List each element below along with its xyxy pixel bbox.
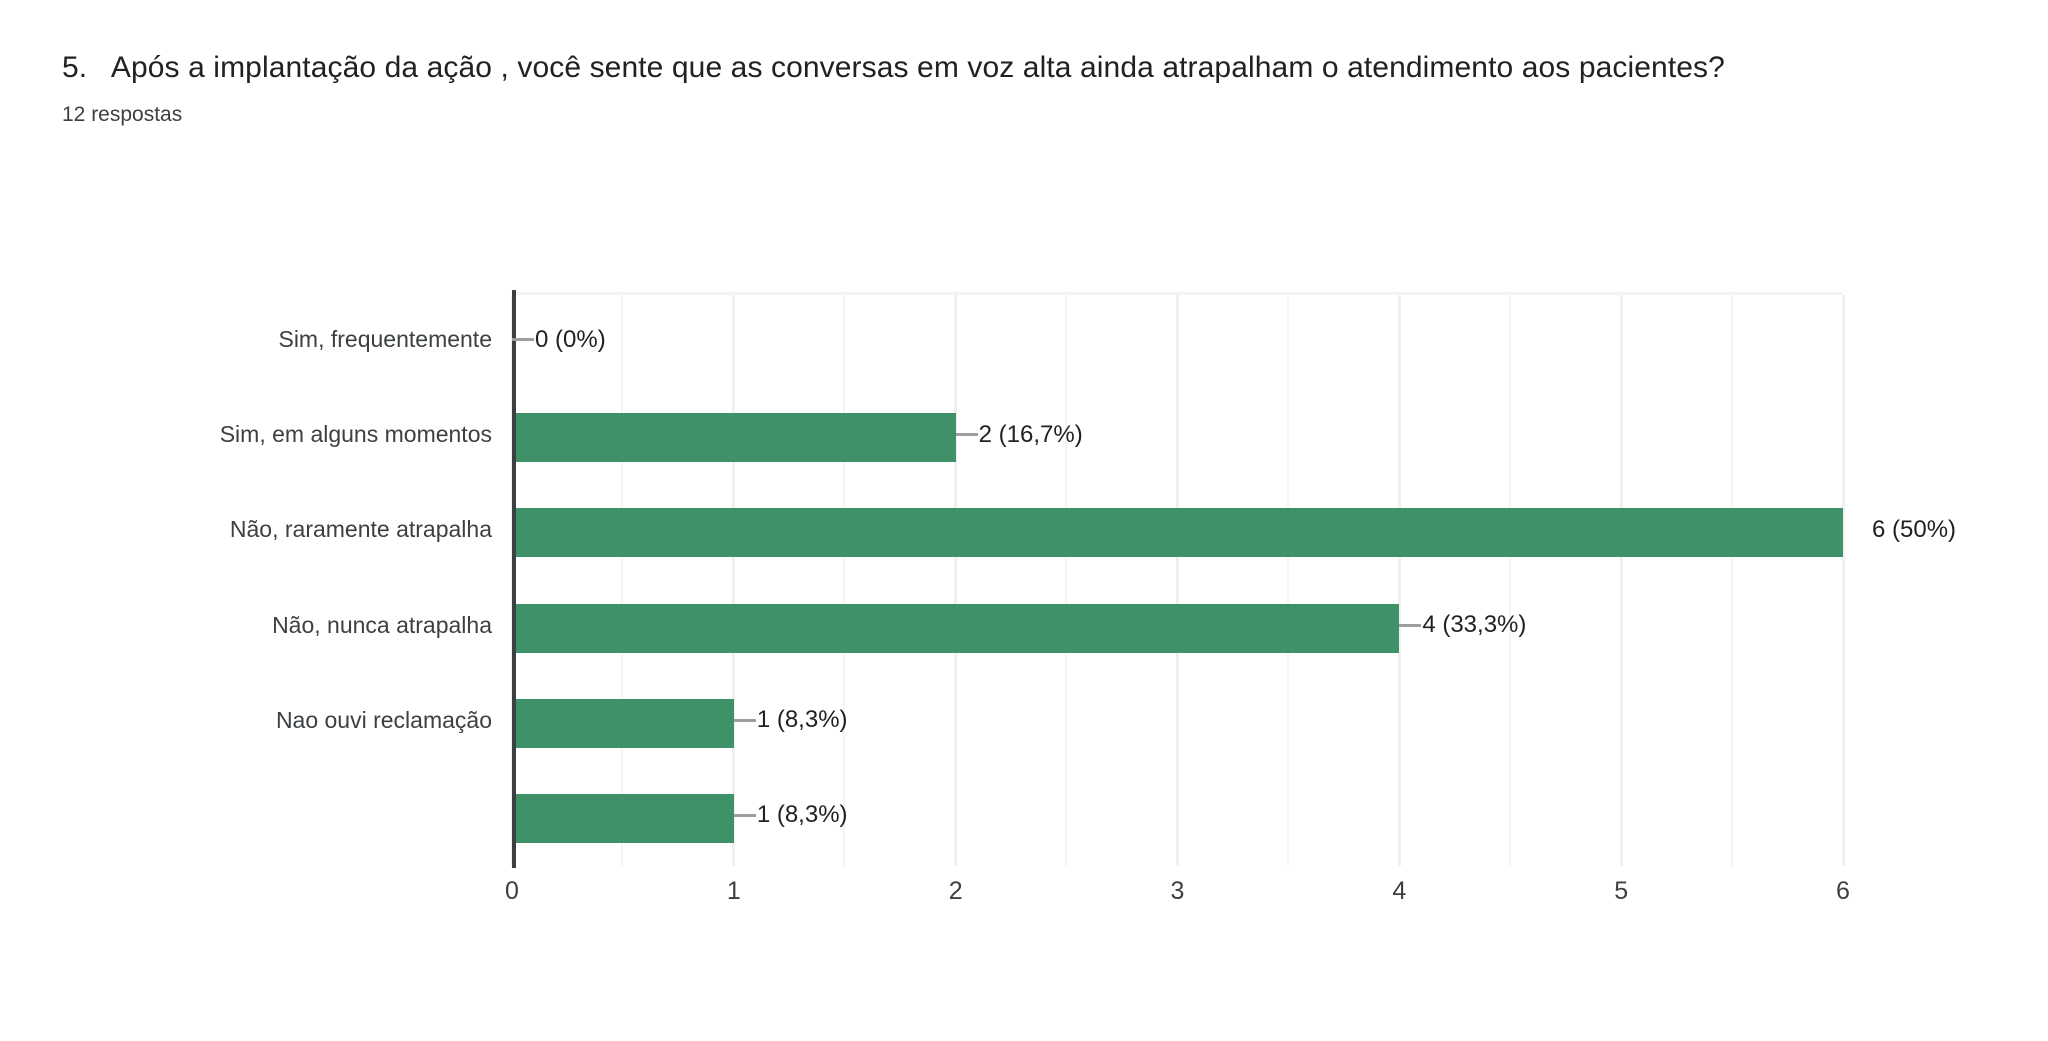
gridline-major [1176, 295, 1179, 866]
x-tick-label: 5 [1614, 877, 1629, 905]
gridline-major [1841, 295, 1845, 866]
gridline-major [1619, 295, 1623, 866]
bar[interactable] [512, 508, 1843, 558]
category-label: Sim, frequentemente [278, 326, 492, 353]
leader-line-icon [512, 338, 534, 342]
gridline-major [732, 295, 736, 866]
bar[interactable] [512, 698, 734, 748]
gridline-minor [1065, 295, 1068, 866]
bar-chart: Sim, frequentemente Sim, em alguns moment… [0, 278, 2048, 958]
plot-area [510, 292, 1845, 866]
gridline-major [954, 295, 958, 866]
data-label-text: 2 (16,7%) [978, 420, 1083, 448]
category-label: Não, nunca atrapalha [272, 611, 492, 638]
data-label-text: 1 (8,3%) [756, 801, 848, 829]
gridline-minor [1286, 295, 1289, 866]
data-label: 1 (8,3%) [733, 800, 848, 830]
leader-line-icon [733, 718, 756, 722]
data-label: 4 (33,3%) [1399, 610, 1526, 640]
gridline-minor [1508, 295, 1511, 866]
leader-line-icon [733, 813, 756, 817]
x-tick-label: 0 [505, 877, 519, 905]
leader-line-icon [1843, 528, 1871, 531]
response-count: 12 respostas [62, 103, 183, 126]
category-label: Nao ouvi reclamação [275, 706, 492, 733]
data-label-text: 6 (50%) [1872, 515, 1957, 543]
gridline-minor [621, 295, 624, 866]
category-label: Sim, em alguns momentos [219, 421, 492, 448]
x-tick-label: 6 [1836, 877, 1850, 905]
gridline-minor [843, 295, 846, 866]
x-axis-tick-labels: 0 1 2 3 4 5 6 [0, 874, 2048, 924]
gridline-major [1397, 295, 1401, 866]
x-tick-label: 4 [1392, 877, 1407, 905]
data-label-text: 0 (0%) [535, 325, 606, 353]
data-label: 2 (16,7%) [955, 420, 1083, 450]
x-tick-label: 1 [726, 877, 741, 905]
question-block: 5. Após a implantação da ação , você sen… [62, 46, 1982, 128]
data-label-text: 4 (33,3%) [1422, 611, 1527, 639]
x-tick-label: 2 [948, 877, 963, 905]
gridline-minor [1730, 295, 1733, 866]
leader-line-icon [1399, 623, 1422, 627]
bar-fill [512, 698, 734, 748]
x-tick-label: 3 [1170, 877, 1185, 905]
page-title: 5. Após a implantação da ação , você sen… [62, 51, 1725, 84]
bar-fill [512, 793, 734, 843]
bar[interactable] [512, 413, 956, 463]
data-label: 6 (50%) [1843, 515, 1956, 545]
y-axis-line [512, 290, 516, 868]
bar[interactable] [512, 793, 734, 843]
category-axis-labels: Sim, frequentemente Sim, em alguns moment… [20, 278, 492, 878]
data-label-text: 1 (8,3%) [756, 706, 848, 734]
leader-line-icon [955, 433, 978, 437]
data-label: 0 (0%) [512, 325, 606, 355]
category-label: Não, raramente atrapalha [229, 516, 492, 543]
data-label: 1 (8,3%) [733, 705, 848, 735]
bar[interactable] [512, 603, 1400, 653]
bar-fill [512, 603, 1400, 653]
bar-fill [512, 508, 1843, 558]
bar-fill [512, 413, 956, 463]
